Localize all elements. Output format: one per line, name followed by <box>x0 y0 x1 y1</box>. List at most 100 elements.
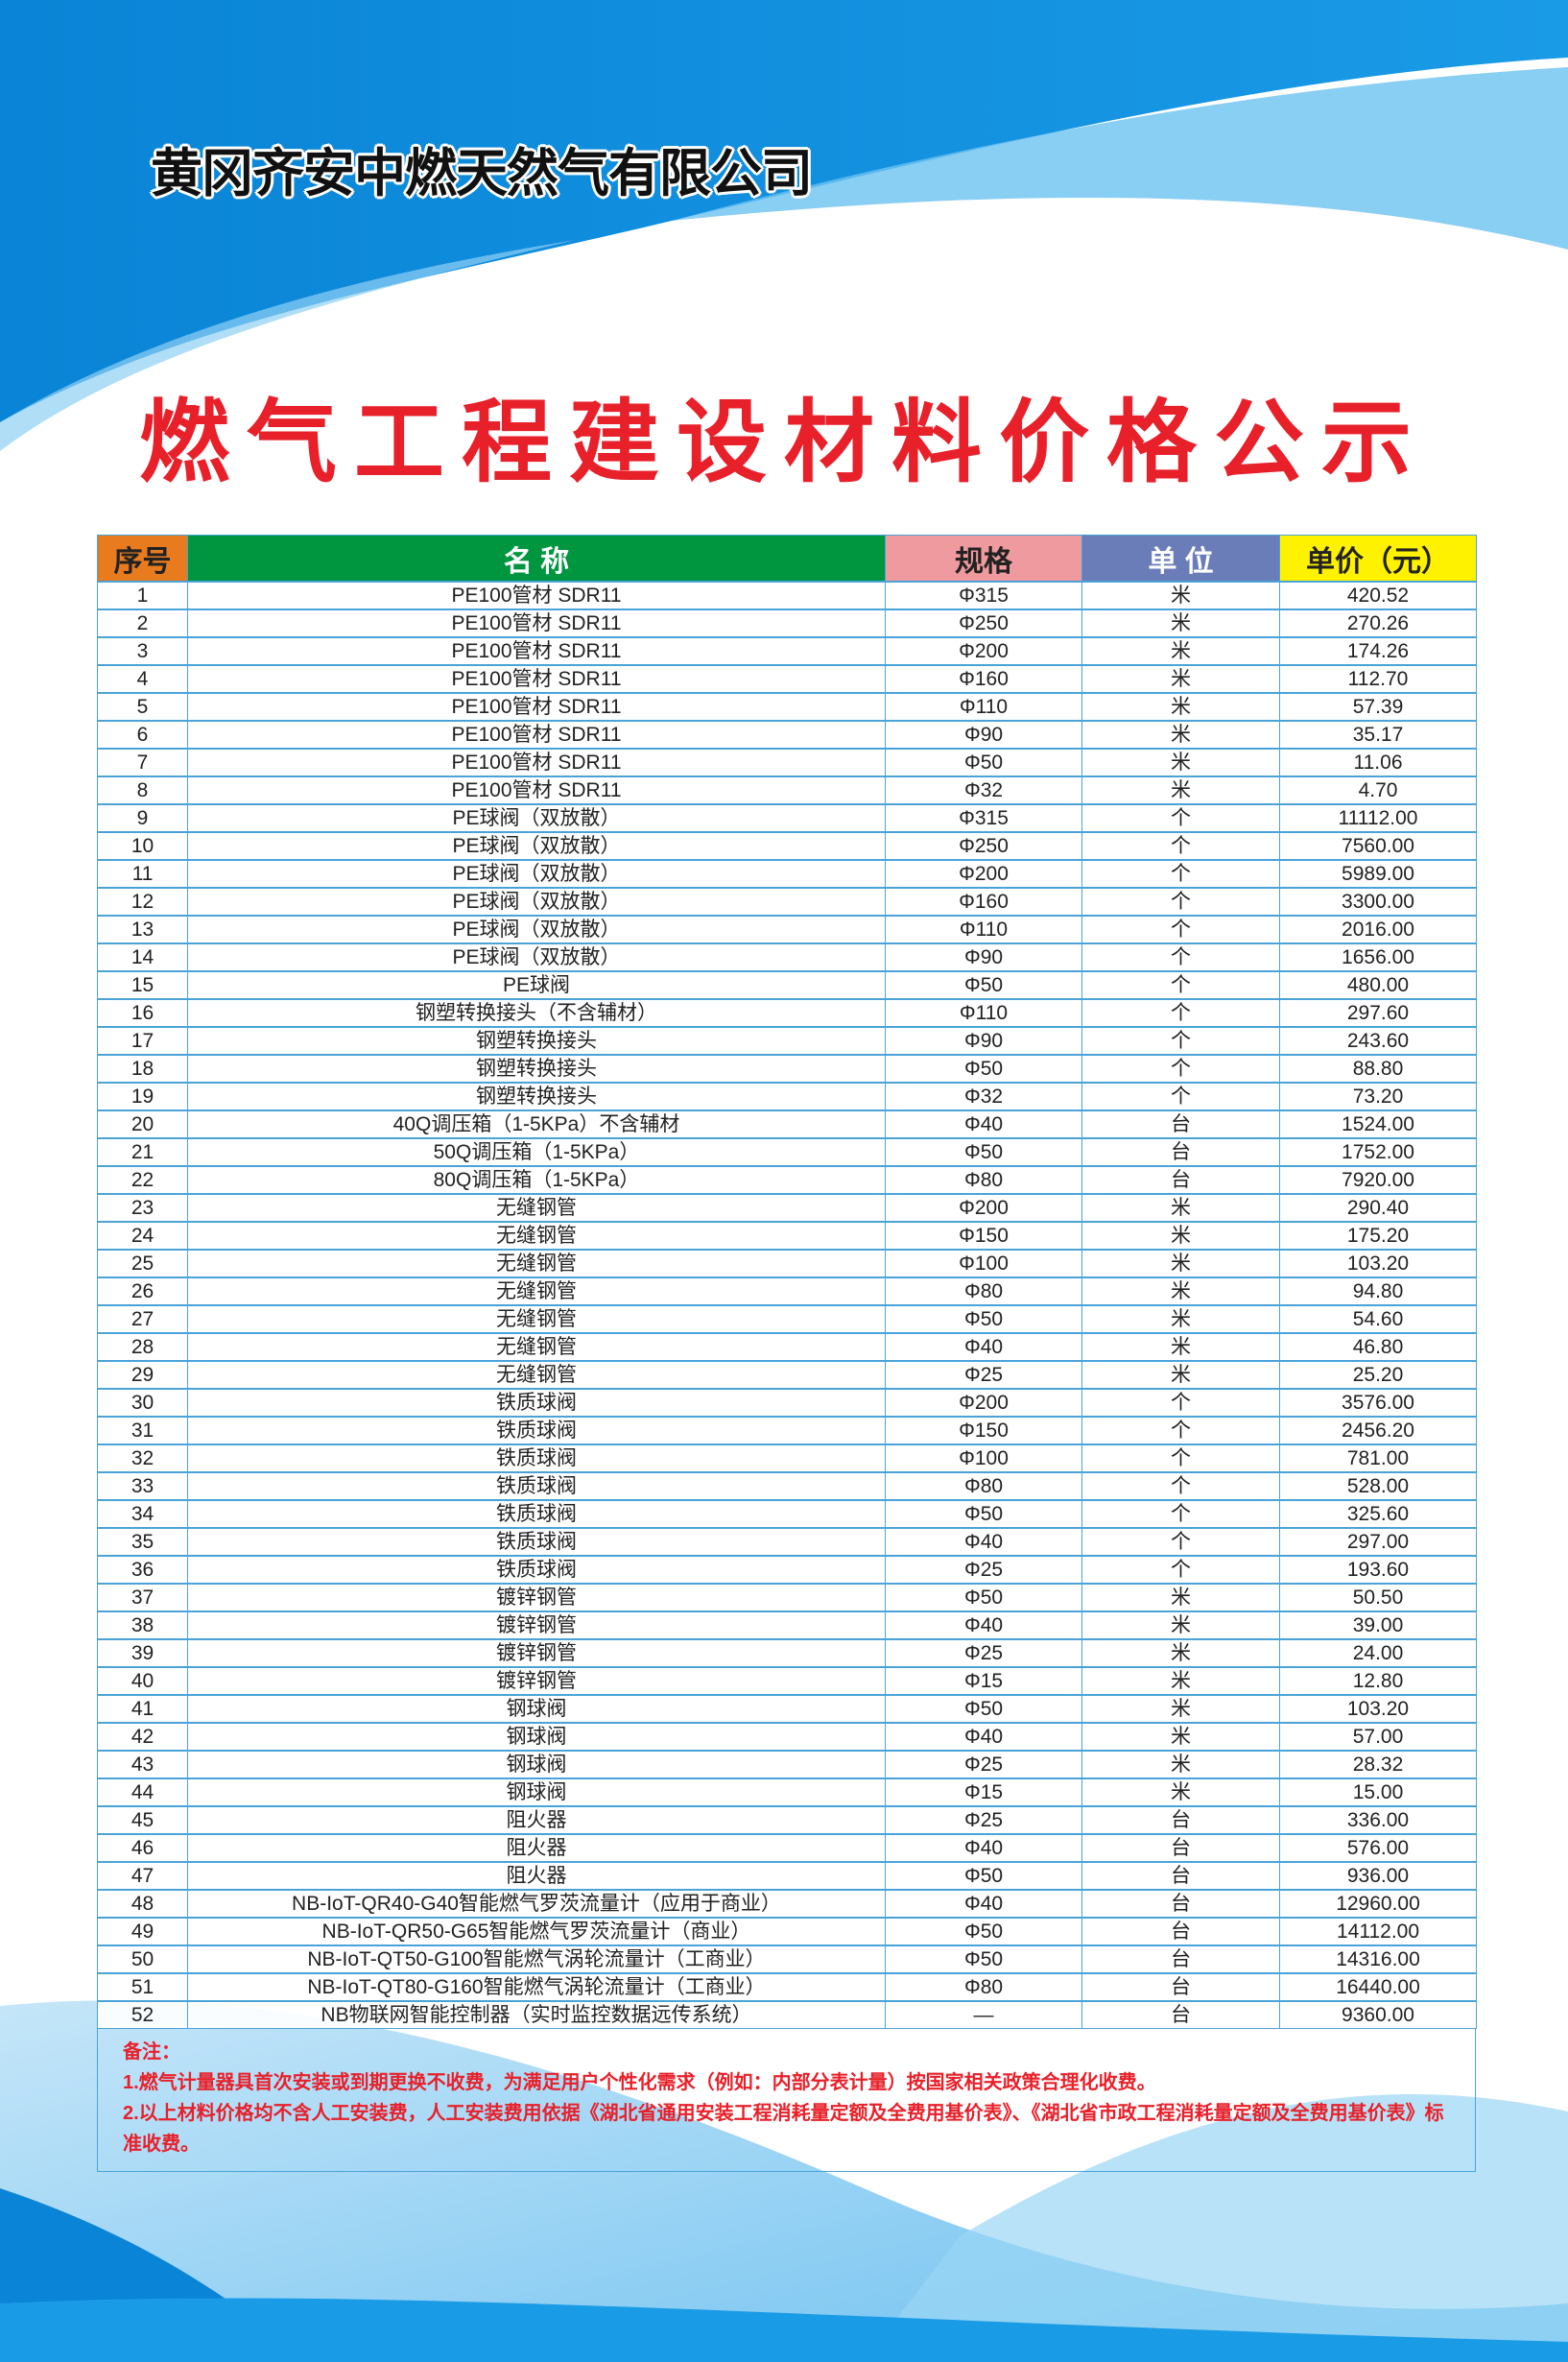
cell-price: 28.32 <box>1279 1750 1477 1779</box>
cell-spec: Φ150 <box>885 1221 1082 1251</box>
cell-price: 528.00 <box>1279 1471 1477 1501</box>
table-row: 33 铁质球阀 Φ80 个 528.00 <box>97 1471 1477 1501</box>
cell-unit: 个 <box>1081 1388 1280 1418</box>
cell-unit: 台 <box>1081 1165 1280 1195</box>
cell-name: 钢塑转换接头 <box>187 1054 886 1084</box>
notes-label: 备注： <box>123 2041 180 2063</box>
cell-price: 1656.00 <box>1279 942 1477 972</box>
cell-unit: 米 <box>1081 748 1280 777</box>
cell-unit: 米 <box>1081 1276 1280 1306</box>
table-row: 46 阻火器 Φ40 台 576.00 <box>97 1833 1477 1863</box>
cell-unit: 米 <box>1081 1249 1280 1278</box>
cell-unit: 个 <box>1081 970 1280 1000</box>
table-row: 48 NB-IoT-QR40-G40智能燃气罗茨流量计（应用于商业） Φ40 台 129… <box>97 1889 1477 1919</box>
company-name: 黄冈齐安中燃天然气有限公司 <box>151 145 813 203</box>
cell-name: NB-IoT-QT80-G160智能燃气涡轮流量计（工商业） <box>187 1972 886 2002</box>
cell-name: 铁质球阀 <box>187 1443 886 1473</box>
header-price: 单价（元） <box>1279 535 1477 583</box>
table-row: 12 PE球阀（双放散） Φ160 个 3300.00 <box>97 887 1477 917</box>
cell-spec: Φ40 <box>885 1610 1082 1640</box>
cell-price: 576.00 <box>1279 1833 1477 1863</box>
cell-no: 1 <box>97 581 188 610</box>
cell-no: 44 <box>97 1777 188 1807</box>
cell-spec: Φ160 <box>885 664 1082 694</box>
table-row: 47 阻火器 Φ50 台 936.00 <box>97 1861 1477 1891</box>
table-row: 14 PE球阀（双放散） Φ90 个 1656.00 <box>97 942 1477 972</box>
cell-price: 11.06 <box>1279 748 1477 777</box>
cell-no: 7 <box>97 748 188 777</box>
table-row: 31 铁质球阀 Φ150 个 2456.20 <box>97 1416 1477 1445</box>
cell-name: 50Q调压箱（1-5KPa） <box>187 1137 886 1167</box>
cell-unit: 米 <box>1081 608 1280 638</box>
table-row: 2 PE100管材 SDR11 Φ250 米 270.26 <box>97 608 1477 638</box>
cell-unit: 个 <box>1081 831 1280 861</box>
cell-spec: Φ90 <box>885 942 1082 972</box>
cell-spec: Φ50 <box>885 1499 1082 1529</box>
cell-price: 297.60 <box>1279 998 1477 1028</box>
cell-no: 43 <box>97 1750 188 1779</box>
table-row: 21 50Q调压箱（1-5KPa） Φ50 台 1752.00 <box>97 1137 1477 1167</box>
cell-spec: Φ110 <box>885 692 1082 722</box>
cell-unit: 台 <box>1081 1889 1280 1919</box>
table-row: 24 无缝钢管 Φ150 米 175.20 <box>97 1221 1477 1251</box>
cell-unit: 米 <box>1081 1666 1280 1696</box>
table-row: 27 无缝钢管 Φ50 米 54.60 <box>97 1304 1477 1334</box>
table-row: 15 PE球阀 Φ50 个 480.00 <box>97 970 1477 1000</box>
cell-spec: Φ80 <box>885 1276 1082 1306</box>
cell-unit: 个 <box>1081 915 1280 944</box>
table-row: 35 铁质球阀 Φ40 个 297.00 <box>97 1527 1477 1557</box>
cell-price: 88.80 <box>1279 1054 1477 1084</box>
cell-spec: Φ40 <box>885 1722 1082 1752</box>
cell-name: PE100管材 SDR11 <box>187 581 886 610</box>
header-no: 序号 <box>97 535 188 583</box>
cell-unit: 个 <box>1081 942 1280 972</box>
table-row: 18 钢塑转换接头 Φ50 个 88.80 <box>97 1054 1477 1084</box>
cell-price: 54.60 <box>1279 1304 1477 1334</box>
cell-price: 35.17 <box>1279 720 1477 750</box>
table-row: 5 PE100管材 SDR11 Φ110 米 57.39 <box>97 692 1477 722</box>
cell-unit: 米 <box>1081 1221 1280 1251</box>
cell-unit: 米 <box>1081 581 1280 610</box>
cell-name: 铁质球阀 <box>187 1388 886 1418</box>
cell-spec: Φ25 <box>885 1638 1082 1668</box>
cell-price: 24.00 <box>1279 1638 1477 1668</box>
cell-no: 48 <box>97 1889 188 1919</box>
cell-name: 钢球阀 <box>187 1722 886 1752</box>
cell-unit: 米 <box>1081 775 1280 805</box>
cell-name: 镀锌钢管 <box>187 1610 886 1640</box>
cell-unit: 个 <box>1081 1499 1280 1529</box>
notes-box: 备注： 1.燃气计量器具首次安装或到期更换不收费，为满足用户个性化需求（例如：内… <box>97 2029 1476 2172</box>
cell-spec: Φ90 <box>885 1026 1082 1056</box>
cell-spec: Φ100 <box>885 1443 1082 1473</box>
cell-no: 34 <box>97 1499 188 1529</box>
cell-price: 9360.00 <box>1279 2000 1477 2029</box>
table-row: 19 钢塑转换接头 Φ32 个 73.20 <box>97 1082 1477 1111</box>
cell-price: 14316.00 <box>1279 1944 1477 1974</box>
cell-unit: 个 <box>1081 859 1280 889</box>
cell-spec: Φ25 <box>885 1555 1082 1585</box>
note-item: 1.燃气计量器具首次安装或到期更换不收费，为满足用户个性化需求（例如：内部分表计… <box>123 2072 1156 2093</box>
cell-spec: Φ50 <box>885 1583 1082 1612</box>
cell-price: 297.00 <box>1279 1527 1477 1557</box>
cell-name: PE球阀（双放散） <box>187 887 886 917</box>
table-row: 4 PE100管材 SDR11 Φ160 米 112.70 <box>97 664 1477 694</box>
table-row: 30 铁质球阀 Φ200 个 3576.00 <box>97 1388 1477 1418</box>
cell-unit: 米 <box>1081 1777 1280 1807</box>
content-area: 序号 名 称 规格 单 位 单价（元） 1 PE100管材 SDR11 Φ315 米 4… <box>97 535 1477 2172</box>
cell-no: 24 <box>97 1221 188 1251</box>
cell-spec: Φ40 <box>885 1332 1082 1362</box>
cell-spec: Φ15 <box>885 1666 1082 1696</box>
cell-price: 5989.00 <box>1279 859 1477 889</box>
table-row: 34 铁质球阀 Φ50 个 325.60 <box>97 1499 1477 1529</box>
cell-unit: 个 <box>1081 1443 1280 1473</box>
cell-name: 阻火器 <box>187 1861 886 1891</box>
cell-name: NB-IoT-QR50-G65智能燃气罗茨流量计（商业） <box>187 1917 886 1946</box>
cell-unit: 个 <box>1081 998 1280 1028</box>
table-row: 17 钢塑转换接头 Φ90 个 243.60 <box>97 1026 1477 1056</box>
cell-price: 103.20 <box>1279 1694 1477 1724</box>
cell-spec: Φ250 <box>885 831 1082 861</box>
cell-no: 32 <box>97 1443 188 1473</box>
table-row: 20 40Q调压箱（1-5KPa）不含辅材 Φ40 台 1524.00 <box>97 1109 1477 1139</box>
cell-price: 25.20 <box>1279 1360 1477 1390</box>
cell-no: 17 <box>97 1026 188 1056</box>
